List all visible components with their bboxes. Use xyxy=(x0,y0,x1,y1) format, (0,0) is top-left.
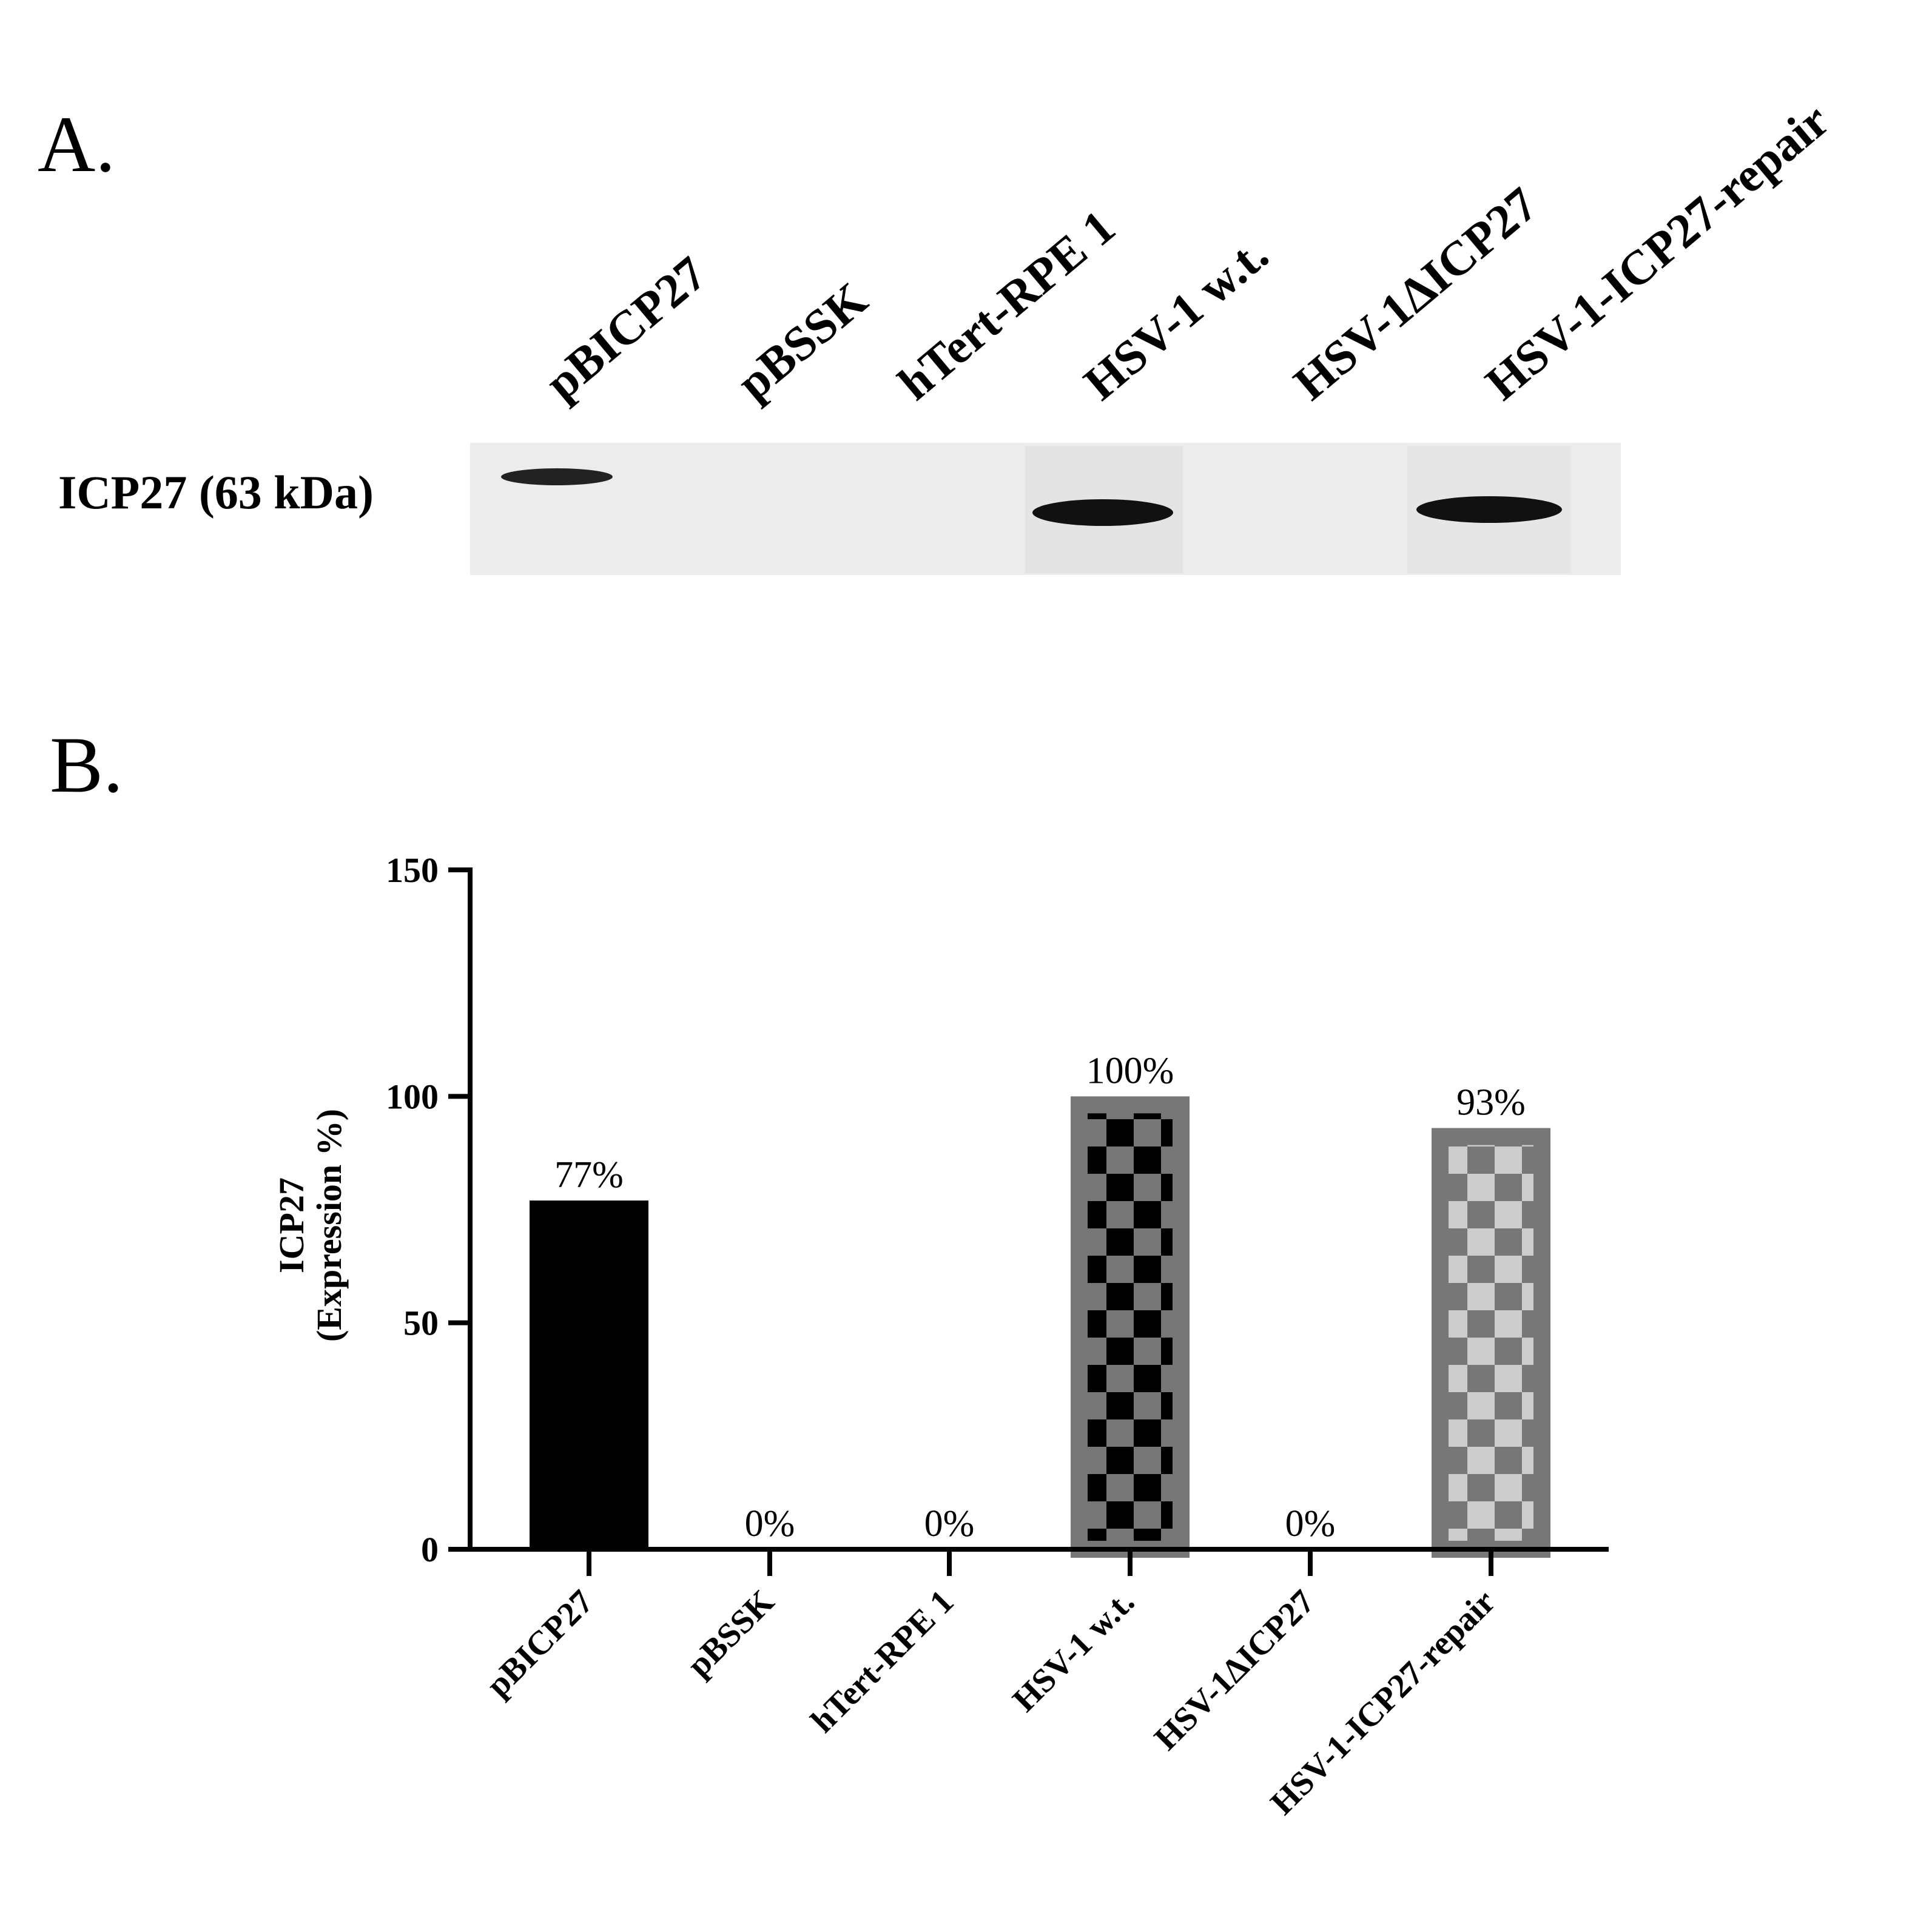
y-tick-label: 50 xyxy=(403,1304,439,1343)
value-label: 100% xyxy=(1086,1050,1174,1091)
value-label: 0% xyxy=(1285,1503,1336,1544)
panel-label: A. xyxy=(38,99,115,189)
blot-band xyxy=(1416,496,1562,523)
lane-label: pBICP27 xyxy=(536,246,716,410)
bar xyxy=(1432,1128,1550,1558)
x-tick-label: HSV-1ΔICP27 xyxy=(1147,1583,1322,1757)
x-tick-label: hTert-RPE 1 xyxy=(804,1583,961,1740)
bar xyxy=(530,1200,648,1549)
value-label: 93% xyxy=(1456,1082,1526,1123)
x-tick-label: pBICP27 xyxy=(479,1583,601,1704)
value-label: 0% xyxy=(745,1503,795,1544)
y-axis-title: ICP27(Expression %) xyxy=(272,1109,349,1342)
bar xyxy=(1071,1096,1190,1558)
blot xyxy=(470,443,1621,575)
blot-band xyxy=(1032,499,1173,526)
value-label: 0% xyxy=(924,1503,975,1544)
x-tick-label: HSV-1 w.t. xyxy=(1006,1583,1142,1719)
value-label: 77% xyxy=(554,1154,624,1196)
y-tick-label: 150 xyxy=(386,850,439,890)
x-tick-label: pBSSK xyxy=(680,1583,781,1684)
y-tick-label: 100 xyxy=(386,1077,439,1116)
panel-label: B. xyxy=(50,720,123,809)
y-axis-title-line: (Expression %) xyxy=(309,1109,349,1342)
y-axis-title-line: ICP27 xyxy=(272,1177,311,1273)
blot-band xyxy=(501,468,613,485)
y-tick-label: 0 xyxy=(421,1530,439,1569)
lane-label: pBSSK xyxy=(727,272,877,411)
lane-label: HSV-1-ICP27-repair xyxy=(1476,93,1839,411)
blot-label: ICP27 (63 kDa) xyxy=(58,466,374,519)
